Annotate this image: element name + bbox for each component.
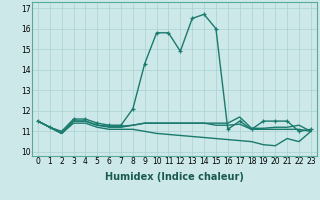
X-axis label: Humidex (Indice chaleur): Humidex (Indice chaleur)	[105, 172, 244, 182]
